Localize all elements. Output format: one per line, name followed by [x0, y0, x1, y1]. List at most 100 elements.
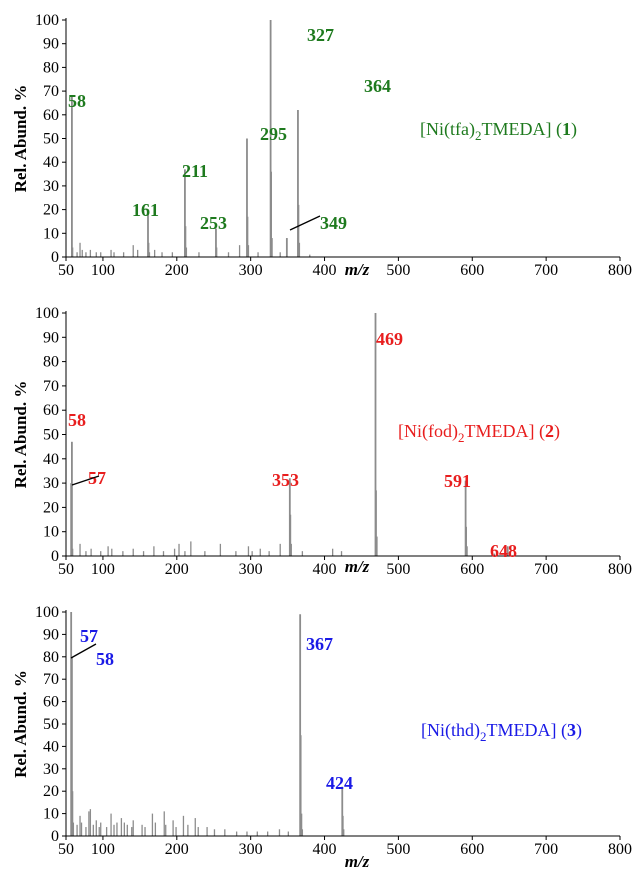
- y-tick-label: 0: [51, 548, 59, 565]
- compound-label-subscript: 2: [480, 729, 487, 744]
- x-tick-label: 700: [534, 561, 558, 578]
- x-tick-label: 50: [58, 262, 74, 279]
- compound-label-subscript: 2: [458, 430, 465, 445]
- leader-line-58: [70, 643, 97, 659]
- spectrum-panel-1: 0 10 20 30 40 50 60 70 80 90 100 50 100 200 300 400 500 6…: [11, 12, 632, 279]
- y-tick-label: 0: [51, 828, 59, 845]
- x-tick-label: 600: [460, 841, 484, 858]
- y-tick-label: 50: [43, 716, 59, 733]
- x-tick-label: 100: [91, 841, 115, 858]
- peak-label-364: 364: [364, 76, 391, 96]
- x-tick-label: 700: [534, 841, 558, 858]
- x-tick-label: 500: [386, 262, 410, 279]
- x-axis-label: m/z: [345, 260, 370, 279]
- compound-label-part: ): [571, 119, 577, 140]
- peak-label-58: 58: [68, 91, 86, 111]
- y-tick-label: 10: [43, 225, 59, 242]
- x-tick-label: 300: [239, 561, 263, 578]
- x-tick-label: 200: [165, 841, 189, 858]
- y-tick-label: 0: [51, 249, 59, 266]
- compound-label-part: TMEDA] (: [481, 119, 561, 140]
- y-tick-label: 40: [43, 738, 59, 755]
- y-tick-label: 20: [43, 202, 59, 219]
- peak-label-57: 57: [88, 468, 106, 488]
- compound-label-part: TMEDA] (: [486, 720, 566, 741]
- peak-label-161: 161: [132, 200, 159, 220]
- y-tick-label: 60: [43, 402, 59, 419]
- compound-label-part: ): [576, 720, 582, 741]
- compound-label-part: [Ni(thd): [421, 720, 480, 741]
- x-tick-label: 600: [460, 561, 484, 578]
- compound-label-part: [Ni(fod): [398, 421, 458, 442]
- x-tick-label: 300: [239, 262, 263, 279]
- y-tick-label: 50: [43, 427, 59, 444]
- y-tick-label: 30: [43, 475, 59, 492]
- x-axis-label: m/z: [345, 557, 370, 576]
- x-tick-label: 200: [165, 262, 189, 279]
- compound-label-number: 3: [567, 720, 576, 740]
- x-axis-label: m/z: [345, 852, 370, 871]
- y-axis-label: Rel. Abund. %: [11, 381, 30, 489]
- y-tick-label: 100: [35, 604, 59, 621]
- peak-label-424: 424: [326, 773, 353, 793]
- peak-label-353: 353: [272, 470, 299, 490]
- y-axis-label: Rel. Abund. %: [11, 85, 30, 193]
- compound-label: [Ni(tfa)2TMEDA] (1): [420, 119, 577, 143]
- x-tick-label: 400: [313, 841, 337, 858]
- compound-label-part: TMEDA] (: [464, 421, 544, 442]
- y-tick-label: 10: [43, 524, 59, 541]
- y-tick-label: 10: [43, 806, 59, 823]
- peak-label-211: 211: [182, 161, 208, 181]
- y-tick-label: 50: [43, 131, 59, 148]
- y-tick-label: 40: [43, 451, 59, 468]
- peak-label-295: 295: [260, 124, 287, 144]
- peak-label-58: 58: [68, 410, 86, 430]
- peak-label-253: 253: [200, 213, 227, 233]
- y-tick-label: 90: [43, 36, 59, 53]
- y-tick-label: 40: [43, 154, 59, 171]
- peak-label-367: 367: [306, 634, 333, 654]
- compound-label-part: [Ni(tfa): [420, 119, 475, 140]
- y-axis-label: Rel. Abund. %: [11, 670, 30, 778]
- compound-label-subscript: 2: [475, 128, 482, 143]
- compound-label-part: ): [554, 421, 560, 442]
- y-tick-label: 60: [43, 694, 59, 711]
- compound-label-number: 1: [562, 119, 571, 139]
- y-tick-label: 20: [43, 499, 59, 516]
- x-tick-label: 50: [58, 841, 74, 858]
- compound-label: [Ni(fod)2TMEDA] (2): [398, 421, 560, 445]
- y-tick-label: 80: [43, 59, 59, 76]
- y-tick-label: 60: [43, 107, 59, 124]
- spectrum-panel-3: 0 10 20 30 40 50 60 70 80 90 100 50 100 200 300 400 500 6…: [11, 604, 632, 871]
- x-tick-label: 50: [58, 561, 74, 578]
- y-tick-label: 30: [43, 178, 59, 195]
- leader-line-57: [71, 475, 100, 486]
- x-tick-label: 200: [165, 561, 189, 578]
- x-tick-label: 500: [386, 561, 410, 578]
- y-tick-label: 90: [43, 626, 59, 643]
- y-tick-label: 70: [43, 83, 59, 100]
- peak-label-469: 469: [376, 329, 403, 349]
- compound-label: [Ni(thd)2TMEDA] (3): [421, 720, 582, 744]
- y-tick-label: 80: [43, 354, 59, 371]
- x-tick-label: 400: [313, 262, 337, 279]
- x-tick-label: 800: [608, 841, 632, 858]
- y-tick-label: 100: [35, 305, 59, 322]
- x-tick-label: 100: [91, 262, 115, 279]
- peak-label-327: 327: [307, 25, 334, 45]
- peak-label-648: 648: [490, 541, 517, 561]
- x-tick-label: 300: [239, 841, 263, 858]
- x-tick-label: 700: [534, 262, 558, 279]
- compound-label-number: 2: [545, 421, 554, 441]
- y-tick-label: 90: [43, 329, 59, 346]
- x-tick-label: 100: [91, 561, 115, 578]
- y-tick-label: 30: [43, 761, 59, 778]
- y-tick-label: 80: [43, 649, 59, 666]
- x-tick-label: 500: [386, 841, 410, 858]
- peak-label-58: 58: [96, 649, 114, 669]
- peak-label-349: 349: [320, 213, 347, 233]
- x-tick-label: 600: [460, 262, 484, 279]
- y-tick-label: 100: [35, 12, 59, 29]
- y-tick-label: 70: [43, 378, 59, 395]
